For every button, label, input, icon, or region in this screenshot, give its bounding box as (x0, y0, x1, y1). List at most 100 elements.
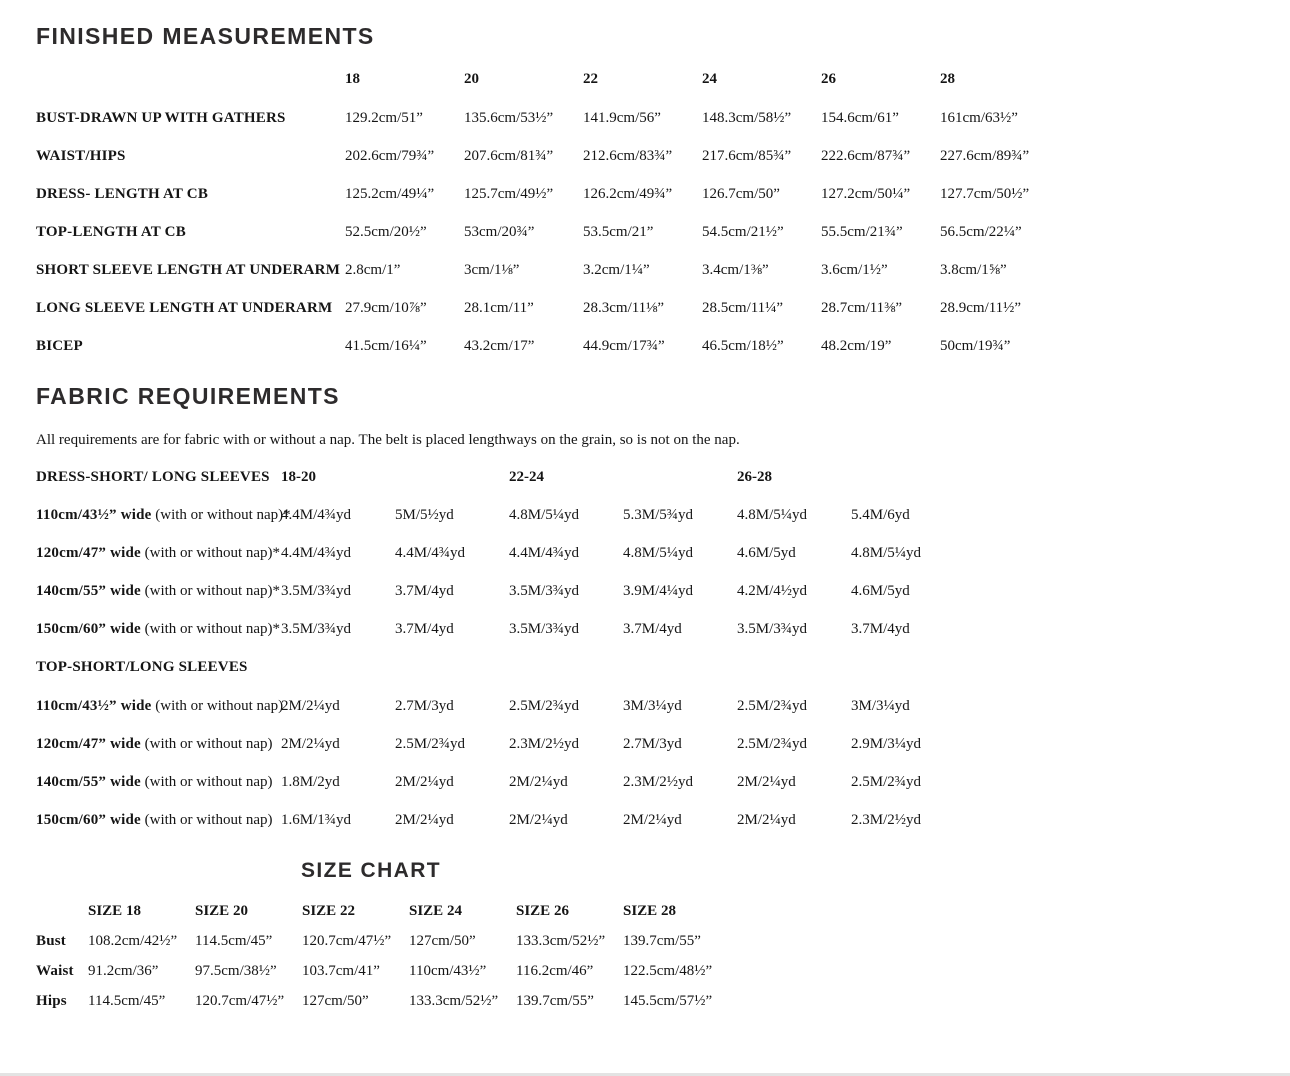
yardage-value: 3.5M/3¾yd (737, 621, 808, 637)
yardage-value: 2.3M/2½yd (623, 774, 694, 790)
dress-table-label: DRESS-SHORT/ LONG SLEEVES (36, 469, 270, 485)
top-table-header-row: TOP-SHORT/LONG SLEEVES (36, 659, 1290, 698)
row-label: 140cm/55” wide (with or without nap)* (36, 583, 281, 600)
measurement-value: 217.6cm/85¾” (702, 148, 792, 164)
yardage-value: 2M/2¼yd (737, 812, 796, 828)
yardage-value: 4.6M/5yd (737, 545, 796, 561)
fabric-width-label: 140cm/55” wide (36, 774, 141, 790)
measurement-value: 202.6cm/79¾” (345, 148, 435, 164)
table-row: 110cm/43½” wide (with or without nap) 2M… (36, 698, 1290, 736)
yardage-value: 3.9M/4¼yd (623, 583, 694, 599)
measurement-value: 129.2cm/51” (345, 110, 423, 126)
nap-note: (with or without nap)* (144, 545, 281, 561)
row-label: Bust (36, 933, 66, 949)
row-label: Hips (36, 993, 67, 1009)
yardage-value: 1.6M/1¾yd (281, 812, 352, 828)
yardage-value: 2M/2¼yd (509, 812, 568, 828)
yardage-value: 5.4M/6yd (851, 507, 910, 523)
yardage-value: 4.8M/5¼yd (737, 507, 808, 523)
yardage-value: 2.5M/2¾yd (509, 698, 580, 714)
table-row: 120cm/47” wide (with or without nap)* 4.… (36, 545, 1290, 583)
measurement-value: 222.6cm/87¾” (821, 148, 911, 164)
table-row: DRESS- LENGTH AT CB 125.2cm/49¼” 125.7cm… (36, 186, 1290, 224)
yardage-value: 1.8M/2yd (281, 774, 340, 790)
yardage-value: 3.5M/3¾yd (509, 583, 580, 599)
yardage-value: 2M/2¼yd (509, 774, 568, 790)
body-measurement-value: 108.2cm/42½” (88, 933, 178, 949)
body-measurement-value: 139.7cm/55” (623, 933, 701, 949)
yardage-value: 3.7M/4yd (395, 583, 454, 599)
measurement-value: 27.9cm/10⅞” (345, 300, 427, 316)
measurement-value: 28.5cm/11¼” (702, 300, 784, 316)
measurement-value: 3.6cm/1½” (821, 262, 888, 278)
measurement-value: 127.2cm/50¼” (821, 186, 911, 202)
yardage-value: 3.7M/4yd (395, 621, 454, 637)
body-measurement-value: 127cm/50” (302, 993, 369, 1009)
nap-note: (with or without nap) (144, 812, 273, 828)
measurement-value: 212.6cm/83¾” (583, 148, 673, 164)
measurement-value: 125.2cm/49¼” (345, 186, 435, 202)
row-label: SHORT SLEEVE LENGTH AT UNDERARM (36, 262, 341, 278)
size-chart-header-row: SIZE 18 SIZE 20 SIZE 22 SIZE 24 SIZE 26 … (36, 903, 1290, 933)
yardage-value: 3.5M/3¾yd (509, 621, 580, 637)
nap-note: (with or without nap) (155, 698, 284, 714)
measurement-value: 2.8cm/1” (345, 262, 401, 278)
table-row: SHORT SLEEVE LENGTH AT UNDERARM 2.8cm/1”… (36, 262, 1290, 300)
fabric-width-label: 140cm/55” wide (36, 583, 141, 599)
nap-note: (with or without nap) (144, 736, 273, 752)
measurement-value: 53cm/20¾” (464, 224, 535, 240)
measurement-value: 56.5cm/22¼” (940, 224, 1022, 240)
row-label: 110cm/43½” wide (with or without nap)* (36, 507, 291, 524)
size-group-header: 26-28 (737, 469, 772, 485)
finished-measurements-body: BUST-DRAWN UP WITH GATHERS 129.2cm/51” 1… (36, 110, 1290, 376)
table-row: 110cm/43½” wide (with or without nap)* 4… (36, 507, 1290, 545)
body-measurement-value: 110cm/43½” (409, 963, 487, 979)
body-measurement-value: 139.7cm/55” (516, 993, 594, 1009)
measurement-value: 28.1cm/11” (464, 300, 534, 316)
yardage-value: 4.4M/4¾yd (281, 545, 352, 561)
body-measurement-value: 145.5cm/57½” (623, 993, 713, 1009)
size-group-header: 18-20 (281, 469, 316, 485)
body-measurement-value: 133.3cm/52½” (516, 933, 606, 949)
table-row: 120cm/47” wide (with or without nap) 2M/… (36, 736, 1290, 774)
yardage-value: 5M/5½yd (395, 507, 454, 523)
table-row: 150cm/60” wide (with or without nap) 1.6… (36, 812, 1290, 850)
row-label: BUST-DRAWN UP WITH GATHERS (36, 110, 286, 126)
size-chart-section: SIZE CHART SIZE 18 SIZE 20 SIZE 22 SIZE … (36, 860, 1290, 1023)
table-row: WAIST/HIPS 202.6cm/79¾” 207.6cm/81¾” 212… (36, 148, 1290, 186)
document-page: FINISHED MEASUREMENTS 18 20 22 24 26 28 … (36, 23, 1290, 1023)
measurement-value: 161cm/63½” (940, 110, 1018, 126)
measurement-value: 28.3cm/11⅛” (583, 300, 665, 316)
measurement-value: 141.9cm/56” (583, 110, 661, 126)
body-measurement-value: 114.5cm/45” (195, 933, 273, 949)
yardage-value: 2.7M/3yd (395, 698, 454, 714)
yardage-value: 3M/3¼yd (623, 698, 682, 714)
measurement-value: 3cm/1⅛” (464, 262, 520, 278)
fabric-width-label: 150cm/60” wide (36, 621, 141, 637)
measurement-value: 28.7cm/11⅜” (821, 300, 903, 316)
yardage-value: 3M/3¼yd (851, 698, 910, 714)
size-chart-body: Bust 108.2cm/42½” 114.5cm/45” 120.7cm/47… (36, 933, 1290, 1023)
yardage-value: 2.3M/2½yd (509, 736, 580, 752)
measurement-value: 46.5cm/18½” (702, 338, 784, 354)
body-measurement-value: 120.7cm/47½” (195, 993, 285, 1009)
yardage-value: 4.8M/5¼yd (509, 507, 580, 523)
yardage-value: 3.5M/3¾yd (281, 583, 352, 599)
yardage-value: 3.7M/4yd (623, 621, 682, 637)
measurement-value: 135.6cm/53½” (464, 110, 554, 126)
body-measurement-value: 120.7cm/47½” (302, 933, 392, 949)
body-measurement-value: 133.3cm/52½” (409, 993, 499, 1009)
size-header: 28 (940, 71, 955, 87)
fabric-requirements-section: FABRIC REQUIREMENTS All requirements are… (36, 384, 1290, 850)
size-header: 22 (583, 71, 598, 87)
row-label: TOP-LENGTH AT CB (36, 224, 186, 240)
table-row: Hips 114.5cm/45” 120.7cm/47½” 127cm/50” … (36, 993, 1290, 1023)
finished-measurements-title: FINISHED MEASUREMENTS (36, 23, 375, 49)
size-header: 26 (821, 71, 836, 87)
fabric-width-label: 150cm/60” wide (36, 812, 141, 828)
row-label: 110cm/43½” wide (with or without nap) (36, 698, 284, 715)
yardage-value: 2.5M/2¾yd (395, 736, 466, 752)
measurement-value: 41.5cm/16¼” (345, 338, 427, 354)
yardage-value: 2.9M/3¼yd (851, 736, 922, 752)
yardage-value: 4.4M/4¾yd (395, 545, 466, 561)
